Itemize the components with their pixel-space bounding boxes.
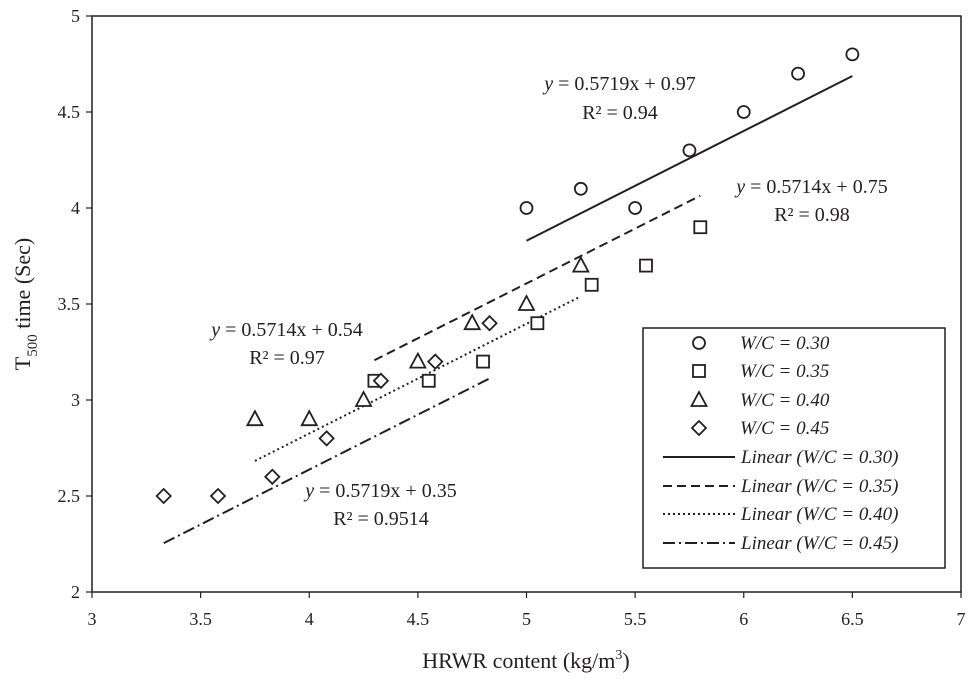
legend-marker-w-c-0-45: [690, 419, 708, 437]
point-w-c-0-40: [354, 390, 373, 407]
x-tick-label: 4.5: [407, 609, 430, 629]
point-w-c-0-30: [519, 201, 534, 215]
legend-label-wc030: W/C = 0.30: [740, 333, 830, 354]
point-w-c-0-30: [736, 105, 751, 119]
point-w-c-0-45: [426, 353, 444, 370]
x-axis-ticks: 3 3.5 4 4.5 5 5.5 6 6.5 7: [88, 592, 966, 629]
trendline-linear-w-c-0-40: [254, 295, 582, 462]
point-w-c-0-45: [264, 468, 281, 486]
y-tick-label: 3.5: [58, 294, 81, 314]
point-w-c-0-30: [628, 201, 643, 215]
trendline-linear-w-c-0-35: [373, 194, 701, 362]
r2-wc035: R² = 0.98: [774, 204, 850, 226]
point-w-c-0-40: [463, 313, 482, 331]
trendlines: [163, 75, 853, 545]
x-tick-label: 6: [739, 609, 748, 629]
legend-label-linear-wc040: Linear (W/C = 0.40): [740, 504, 898, 525]
r2-wc030: R² = 0.94: [582, 102, 658, 124]
point-w-c-0-35: [476, 354, 490, 369]
point-w-c-0-45: [318, 430, 335, 447]
x-tick-label: 4: [305, 609, 314, 629]
x-tick-label: 7: [957, 609, 966, 629]
point-w-c-0-30: [682, 143, 697, 158]
equation-wc030: y = 0.5719x + 0.97: [542, 73, 695, 95]
point-w-c-0-45: [209, 487, 227, 505]
legend-label-linear-wc045: Linear (W/C = 0.45): [740, 533, 898, 554]
trendline-linear-w-c-0-30: [526, 75, 853, 242]
legend-label-linear-wc030: Linear (W/C = 0.30): [740, 447, 898, 468]
equation-wc035: y = 0.5714x + 0.75: [734, 176, 887, 198]
y-tick-label: 4.5: [58, 102, 81, 122]
y-axis-ticks: 2 2.5 3 3.5 4 4.5 5: [58, 6, 92, 602]
legend-label-wc040: W/C = 0.40: [740, 390, 830, 411]
trendline-linear-w-c-0-45: [163, 377, 491, 545]
equation-wc045: y = 0.5719x + 0.35: [303, 480, 456, 502]
legend: W/C = 0.30 W/C = 0.35 W/C = 0.40 W/C = 0…: [642, 327, 946, 569]
legend-marker-w-c-0-30: [692, 336, 706, 350]
point-w-c-0-35: [693, 220, 708, 235]
x-tick-label: 5: [522, 609, 531, 629]
legend-marker-w-c-0-40: [689, 390, 709, 407]
legend-symbols: [663, 336, 735, 544]
point-w-c-0-40: [300, 409, 319, 427]
point-w-c-0-40: [571, 255, 590, 273]
legend-label-wc045: W/C = 0.45: [740, 418, 829, 439]
point-w-c-0-30: [845, 47, 860, 62]
point-w-c-0-35: [421, 373, 436, 388]
annotation-wc045: y = 0.5719x + 0.35 R² = 0.9514: [303, 480, 456, 530]
legend-label-wc035: W/C = 0.35: [740, 361, 829, 382]
point-w-c-0-40: [408, 351, 427, 369]
point-w-c-0-35: [639, 258, 653, 273]
r2-wc045: R² = 0.9514: [333, 508, 429, 530]
point-w-c-0-40: [245, 409, 264, 427]
point-w-c-0-35: [584, 277, 599, 292]
x-tick-label: 6.5: [841, 609, 864, 629]
y-tick-label: 3: [71, 390, 80, 410]
y-tick-label: 2: [71, 582, 80, 602]
annotation-wc040: y = 0.5714x + 0.54 R² = 0.97: [209, 319, 362, 369]
x-tick-label: 5.5: [624, 609, 647, 629]
point-w-c-0-45: [155, 487, 172, 505]
equation-wc040: y = 0.5714x + 0.54: [209, 319, 362, 341]
point-w-c-0-45: [372, 372, 390, 390]
r2-wc040: R² = 0.97: [249, 347, 325, 369]
point-w-c-0-30: [573, 181, 588, 196]
x-axis-title: HRWR content (kg/m3): [422, 648, 629, 673]
point-w-c-0-35: [530, 316, 545, 331]
data-points: [155, 47, 860, 505]
x-tick-label: 3.5: [189, 609, 212, 629]
y-tick-label: 5: [71, 6, 80, 26]
point-w-c-0-40: [517, 294, 536, 311]
legend-marker-w-c-0-35: [692, 364, 706, 378]
point-w-c-0-30: [791, 66, 805, 81]
legend-label-linear-wc035: Linear (W/C = 0.35): [740, 476, 898, 497]
y-tick-label: 2.5: [58, 486, 81, 506]
y-tick-label: 4: [71, 198, 80, 218]
annotation-wc035: y = 0.5714x + 0.75 R² = 0.98: [734, 176, 887, 226]
y-axis-title: T500 time (Sec): [10, 238, 41, 370]
annotation-wc030: y = 0.5719x + 0.97 R² = 0.94: [542, 73, 695, 124]
x-tick-label: 3: [88, 609, 97, 629]
point-w-c-0-45: [481, 314, 498, 332]
